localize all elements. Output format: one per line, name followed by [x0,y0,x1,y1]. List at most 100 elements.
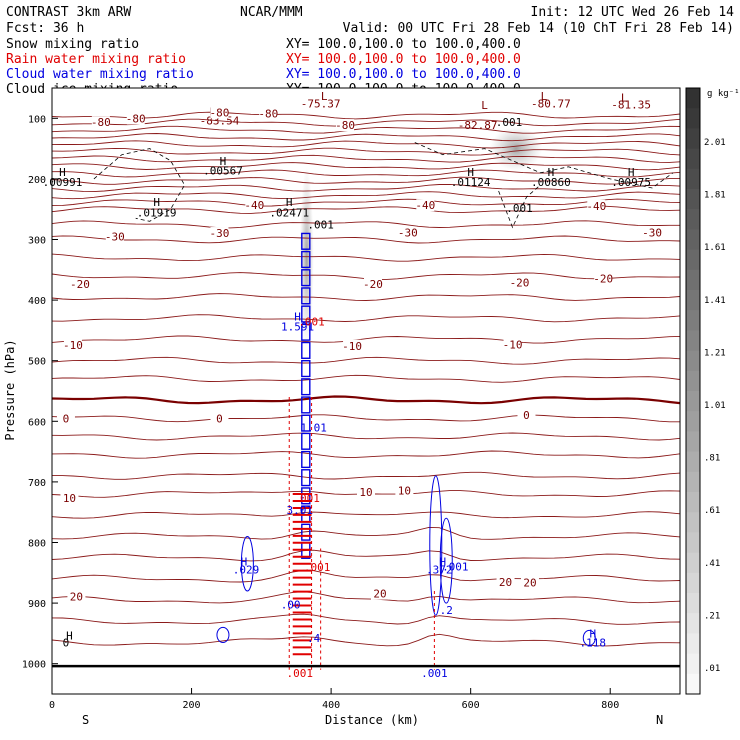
colorbar-label: 1.81 [704,191,726,201]
legend-rain-name: Rain water mixing ratio [6,52,186,67]
isotherm-line [51,191,681,200]
extremum-label: H [467,166,474,179]
legend-snow-xy: XY= 100.0,100.0 to 100.0,400.0 [286,37,521,52]
extremum-label: .00860 [531,176,571,189]
isotherm-line [51,220,680,229]
extremum-label: .02471 [269,206,309,219]
cloud-water-contour [301,432,311,450]
contour-label-bg [363,277,382,290]
colorbar-label: 1.41 [704,296,726,306]
model-title: CONTRAST 3km ARW [6,5,131,20]
temperature-contour-label: -80 [210,106,230,119]
contour-label-bg [370,587,389,600]
colorbar-swatch [686,633,700,655]
contour-label-bg [395,484,414,497]
cloud-water-cell [429,475,443,616]
colorbar-unit: g kg⁻¹ [707,89,740,99]
colorbar-label: .01 [704,664,720,674]
colorbar-label: 2.01 [704,138,726,148]
isotherm-line [51,183,681,193]
x-end-label-north: N [656,713,663,727]
colorbar-swatch [686,168,700,190]
colorbar-label: 1.61 [704,243,726,253]
extremum-label: .001 [307,219,334,232]
contour-label-bg [517,408,536,421]
y-tick-label: 100 [28,114,46,125]
colorbar-swatch [686,471,700,493]
extremum-label: L [541,90,548,103]
extremum-label: .00991 [43,176,83,189]
temperature-contour-label: -40 [586,200,606,213]
colorbar-swatch [686,350,700,372]
isotherm-line [51,633,681,647]
temperature-contour-label: 10 [398,485,411,498]
cloud-water-contour [301,469,311,487]
x-end-label-south: S [82,713,89,727]
legend-cloudwater-name: Cloud water mixing ratio [6,67,194,82]
colorbar-label: .21 [704,611,720,621]
temperature-contour-label: -80 [335,119,355,132]
isotherm-line [51,432,681,441]
isotherm-line [52,471,681,480]
temperature-contour-label: 10 [63,492,76,505]
extremum-label: .001 [286,667,313,680]
colorbar-swatch [686,411,700,432]
legend-cloudwater-xy: XY= 100.0,100.0 to 100.0,400.0 [286,67,521,82]
extremum-label: .2 [440,604,453,617]
isotherm-line [51,118,681,127]
colorbar-swatch [686,451,700,473]
contour-label-bg [63,339,82,352]
colorbar-swatch [686,269,700,291]
temperature-contour-label: -30 [210,227,230,240]
contour-label-bg [398,226,417,239]
isotherm-line [51,253,681,262]
forecast-hour: Fcst: 36 h [6,21,84,36]
cloud-water-contour [301,450,311,469]
extremum-label: -75.37 [301,97,341,110]
extremum-label: H [59,166,66,179]
contour-label-bg [643,226,662,239]
extremum-label: .001 [506,202,533,215]
init-time: Init: 12 UTC Wed 26 Feb 14 [531,5,735,20]
extremum-label: H [66,629,73,642]
extremum-label: 0 [63,637,70,650]
y-tick-label: 900 [28,599,46,610]
cloud-water-contour [301,341,311,359]
colorbar-swatch [686,673,700,695]
temperature-contour-label: -30 [105,231,125,244]
extremum-label: .001 [421,667,448,680]
temperature-contour-label: 0 [63,412,70,425]
contour-label-bg [56,412,75,425]
isotherm-line [51,450,681,459]
y-tick-label: 800 [28,539,46,550]
cloud-water-contour [301,250,311,269]
colorbar-swatch [686,613,700,634]
x-tick-label: 800 [601,700,619,711]
cloud-water-contour [301,287,311,305]
temperature-contour-label: -20 [510,277,530,290]
cloud-water-contour [301,232,311,250]
plot-frame [51,87,681,695]
extremum-label: H [241,556,248,569]
contour-label-bg [70,277,89,290]
colorbar-swatch [686,512,700,533]
extremum-label: .01919 [137,206,177,219]
contour-label-bg [496,576,515,589]
ice-shading-blob [490,126,543,171]
colorbar-swatch [686,249,700,271]
isotherm-line [51,205,681,214]
temperature-contour-label: 20 [373,588,386,601]
isotherm-line [51,169,681,178]
cloud-water-contour [301,305,311,323]
extremum-label: .001 [496,116,523,129]
colorbar-swatch [686,492,700,513]
isotherm-line [51,374,681,383]
temperature-contour-label: -30 [642,226,662,239]
contour-label-bg [91,116,110,129]
org-label: NCAR/MMM [240,5,303,20]
colorbar-swatch [686,572,700,594]
cloud-water-contour [301,269,311,287]
isotherm-line [51,140,681,149]
extremum-label: .029 [233,563,260,576]
isotherm-line [51,162,681,171]
